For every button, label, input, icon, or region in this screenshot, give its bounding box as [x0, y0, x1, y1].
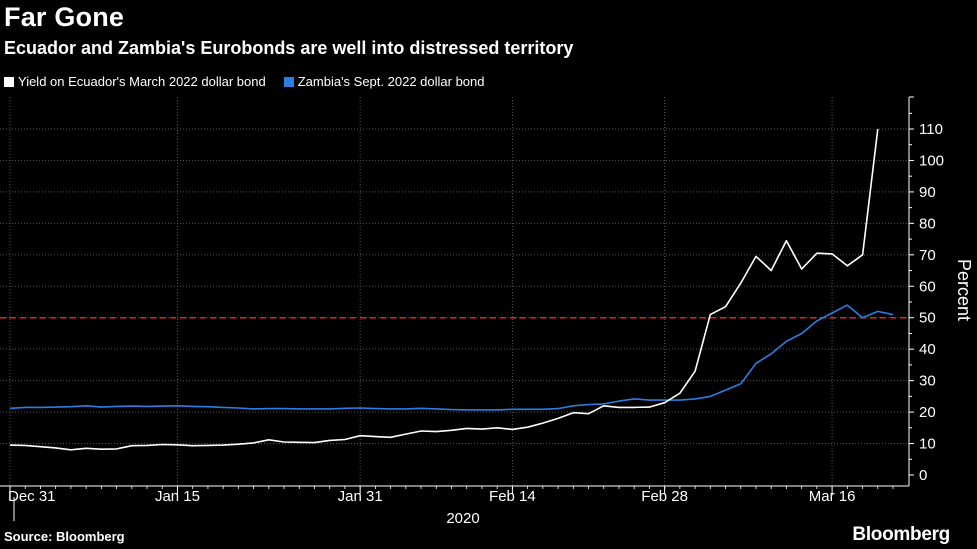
y-tick-label: 0 — [919, 467, 927, 484]
legend-label-zambia: Zambia's Sept. 2022 dollar bond — [297, 74, 485, 89]
y-tick-label: 90 — [919, 184, 936, 201]
x-tick-label: Jan 15 — [155, 488, 200, 505]
x-tick-label: Feb 14 — [489, 488, 536, 505]
legend-item-zambia: Zambia's Sept. 2022 dollar bond — [283, 74, 485, 89]
y-tick-label: 80 — [919, 215, 936, 232]
chart-title: Far Gone — [4, 2, 125, 32]
y-tick-label: 40 — [919, 341, 936, 358]
axes: 0 10 20 30 40 50 60 70 80 90 100 110 Percent Dec 31 Ja… — [0, 96, 974, 527]
series-layer — [9, 128, 894, 451]
y-tick-label: 50 — [919, 310, 936, 327]
legend-label-ecuador: Yield on Ecuador's March 2022 dollar bon… — [18, 74, 266, 89]
x-tick-label: Feb 28 — [641, 488, 688, 505]
source-note: Source: Bloomberg — [4, 529, 125, 544]
y-tick-label: 30 — [919, 373, 936, 390]
x-tick-label: Jan 31 — [338, 488, 383, 505]
chart-subtitle: Ecuador and Zambia's Eurobonds are well … — [4, 38, 574, 58]
x-tick-label: Dec 31 — [8, 488, 56, 505]
y-tick-label: 70 — [919, 247, 936, 264]
brand-logo: Bloomberg — [852, 524, 950, 545]
y-tick-label: 60 — [919, 278, 936, 295]
legend-swatch-ecuador — [4, 76, 14, 87]
legend-swatch-zambia — [283, 76, 294, 87]
series-line-ecuador — [9, 128, 879, 451]
x-tick-label: Mar 16 — [809, 488, 856, 505]
grid — [0, 97, 909, 486]
y-tick-label: 110 — [919, 121, 943, 138]
legend: Yield on Ecuador's March 2022 dollar bon… — [4, 74, 503, 89]
y-tick-label: 10 — [919, 436, 936, 453]
series-line-zambia — [9, 304, 894, 411]
y-tick-label: 100 — [919, 152, 944, 169]
x-year-label: 2020 — [446, 510, 479, 527]
y-axis-label: Percent — [954, 259, 974, 321]
y-tick-label: 20 — [919, 404, 936, 421]
legend-item-ecuador: Yield on Ecuador's March 2022 dollar bon… — [4, 74, 266, 89]
